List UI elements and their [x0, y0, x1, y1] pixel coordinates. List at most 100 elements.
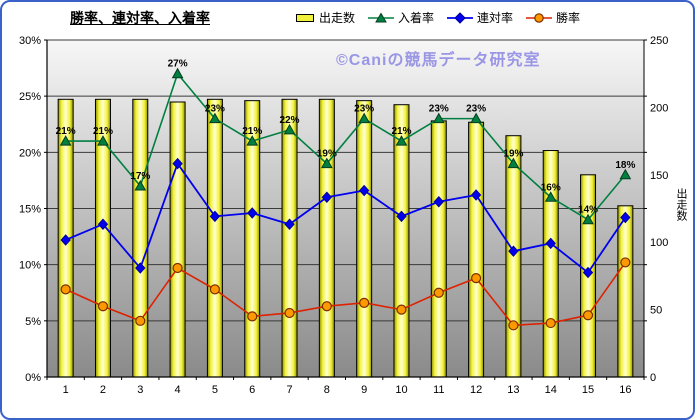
placing-rate-line — [59, 67, 632, 225]
data-label: 19% — [317, 149, 337, 160]
diamond-marker — [396, 210, 407, 223]
x-axis-tick: 8 — [324, 384, 330, 396]
triangle-marker — [320, 157, 333, 169]
legend-label: 入着率 — [398, 11, 435, 25]
diamond-legend-icon — [447, 11, 474, 24]
x-axis-tick: 15 — [582, 384, 594, 396]
chart-title: 勝率、連対率、入着率 — [70, 10, 210, 26]
circle-marker — [172, 262, 183, 274]
left-axis-tick: 5% — [25, 316, 41, 328]
circle-marker — [582, 310, 594, 321]
x-axis-tick: 1 — [63, 384, 69, 396]
data-label: 14% — [578, 205, 598, 216]
legend: 出走数 入着率 連対率 勝率 — [295, 9, 580, 26]
x-axis-tick: 10 — [395, 384, 407, 396]
diamond-marker — [508, 245, 519, 257]
x-axis-tick: 11 — [433, 384, 444, 396]
data-label: 23% — [429, 104, 449, 115]
triangle-marker — [544, 191, 557, 202]
right-axis-tick: 50 — [650, 305, 662, 317]
circle-marker — [359, 297, 370, 308]
legend-item-win-rate: 勝率 — [526, 9, 580, 26]
data-label: 17% — [130, 171, 150, 182]
left-axis-tick: 15% — [19, 204, 41, 216]
axes — [44, 39, 647, 380]
data-label: 23% — [354, 104, 374, 115]
left-axis-tick: 20% — [19, 147, 41, 159]
circle-marker — [97, 301, 109, 312]
diamond-marker — [545, 237, 556, 250]
diamond-marker — [582, 266, 594, 279]
bar — [356, 100, 373, 378]
circle-marker — [620, 257, 631, 268]
data-labels: 21% 21% 17% 27% 23% 21% 22% 19% 23% 21% 23% 23% 19% 1… — [56, 59, 636, 216]
diamond-marker — [97, 218, 109, 230]
bar-legend-icon — [296, 13, 314, 22]
x-axis-tick: 6 — [249, 384, 255, 396]
bar — [169, 101, 186, 378]
data-label: 16% — [541, 182, 561, 193]
triangle-marker — [582, 213, 594, 225]
data-label: 23% — [205, 104, 225, 115]
diamond-marker — [247, 207, 258, 219]
legend-label: 勝率 — [556, 11, 581, 25]
circle-marker — [545, 317, 556, 329]
circle-marker — [60, 284, 71, 295]
diamond-marker — [620, 211, 631, 224]
triangle-marker — [283, 123, 296, 135]
bar — [468, 121, 485, 378]
right-axis-tick: 100 — [650, 237, 668, 249]
circle-marker — [209, 284, 221, 295]
legend-label: 出走数 — [319, 11, 356, 25]
triangle-marker — [59, 135, 72, 146]
x-axis-tick: 12 — [470, 384, 482, 396]
x-axis-tick: 14 — [545, 384, 557, 396]
circle-marker — [508, 320, 519, 331]
left-axis-tick: 25% — [19, 91, 41, 103]
legend-item-starts: 出走数 — [295, 9, 355, 26]
data-label: 21% — [391, 126, 411, 137]
diamond-marker — [358, 184, 370, 197]
right-axis-tick: 0 — [650, 372, 656, 384]
watermark: ©Caniの競馬データ研究室 — [336, 52, 541, 69]
right-axis-tick: 150 — [650, 170, 668, 182]
data-label: 18% — [615, 160, 635, 171]
circle-marker — [396, 304, 407, 315]
quinella-rate-line — [60, 157, 631, 279]
circle-marker — [321, 301, 332, 312]
triangle-marker — [619, 168, 632, 180]
diamond-marker — [135, 262, 146, 274]
data-label: 21% — [242, 126, 262, 137]
data-label: 27% — [168, 59, 188, 70]
diamond-marker — [433, 196, 444, 208]
diamond-marker — [209, 210, 221, 223]
x-axis-tick: 5 — [212, 384, 218, 396]
x-axis-tick: 3 — [137, 384, 143, 396]
triangle-marker — [470, 112, 482, 124]
x-axis-tick: 16 — [619, 384, 631, 396]
diamond-marker — [321, 191, 333, 204]
bar — [206, 98, 223, 378]
right-axis-title: 出走数 — [675, 188, 687, 221]
win-rate-line — [60, 257, 631, 331]
diamond-marker — [60, 234, 71, 246]
circle-marker — [433, 287, 444, 298]
triangle-marker — [97, 135, 109, 146]
legend-label: 連対率 — [477, 11, 514, 25]
x-axis-tick: 7 — [286, 384, 292, 396]
circle-marker — [470, 273, 482, 284]
triangle-marker — [246, 135, 259, 146]
right-axis-tick: 250 — [650, 35, 668, 47]
data-label: 22% — [280, 115, 300, 126]
data-label: 23% — [466, 104, 486, 115]
x-axis-tick: 4 — [175, 384, 181, 396]
bar — [318, 98, 335, 378]
left-axis-tick: 30% — [19, 35, 41, 47]
bar — [132, 98, 149, 378]
bar — [430, 120, 447, 378]
x-axis-tick: 13 — [507, 384, 519, 396]
triangle-marker — [507, 157, 520, 169]
triangle-legend-icon — [368, 12, 395, 22]
